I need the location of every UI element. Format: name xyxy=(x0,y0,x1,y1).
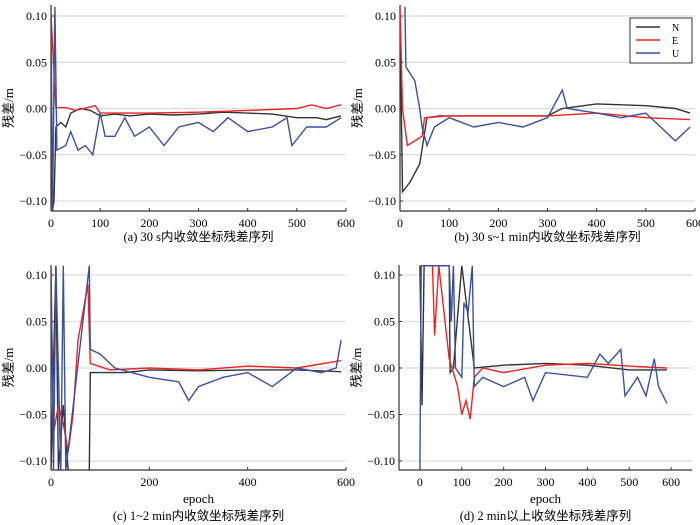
legend: NEU xyxy=(629,17,693,64)
series-line-E xyxy=(400,6,691,147)
subplot-caption: (d) 2 min以上收敛坐标残差序列 xyxy=(460,508,632,523)
subplot-b: −0.10 −0.05 0.00 0.05 0.10 0 100 200 300 400 500 60… xyxy=(350,5,700,244)
y-tick-label: 0.00 xyxy=(26,102,47,116)
y-axis-label: 残差/m xyxy=(350,88,365,128)
legend-label-U: U xyxy=(672,49,680,60)
x-tick-label: 100 xyxy=(453,475,471,489)
y-tick-label: −0.05 xyxy=(367,408,395,422)
x-tick-label: 0 xyxy=(48,475,54,489)
x-tick-label: 500 xyxy=(620,475,638,489)
series-group xyxy=(400,6,691,194)
subplot-caption: (c) 1~2 min内收敛坐标残差序列 xyxy=(113,508,284,523)
y-tick-label: 0.10 xyxy=(375,9,396,23)
x-tick-label: 600 xyxy=(337,475,355,489)
y-tick-label: 0.05 xyxy=(375,55,396,69)
x-tick-label: 600 xyxy=(337,216,355,230)
x-tick-label: 0 xyxy=(417,475,423,489)
x-tick-label: 400 xyxy=(588,216,606,230)
y-tick-label: 0.00 xyxy=(375,102,396,116)
y-tick-label: 0.05 xyxy=(374,315,395,329)
series-line-U xyxy=(51,6,342,211)
x-tick-label: 400 xyxy=(239,475,257,489)
x-tick-label: 100 xyxy=(440,216,458,230)
legend-label-E: E xyxy=(672,36,678,47)
x-tick-label: 300 xyxy=(190,216,208,230)
x-tick-label: 200 xyxy=(140,475,158,489)
series-group xyxy=(51,265,342,470)
y-tick-label: 0.10 xyxy=(374,268,395,282)
y-axis-label: 残差/m xyxy=(1,348,16,388)
legend-label-N: N xyxy=(672,23,679,34)
y-tick-label: −0.10 xyxy=(19,194,47,208)
y-tick-label: −0.05 xyxy=(368,148,396,162)
subplot-caption: (a) 30 s内收敛坐标残差序列 xyxy=(124,229,274,244)
series-line-E xyxy=(431,265,667,420)
series-group xyxy=(419,265,668,470)
series-line-N xyxy=(51,265,342,470)
x-tick-label: 500 xyxy=(637,216,655,230)
series-line-U xyxy=(51,265,342,470)
x-tick-label: 100 xyxy=(91,216,109,230)
y-tick-label: 0.05 xyxy=(26,55,47,69)
x-tick-label: 400 xyxy=(578,475,596,489)
subplot-c: −0.10 −0.05 0.00 0.05 0.10 0 200 400 600 残差/m epoc… xyxy=(1,265,355,523)
subplot-d: −0.10 −0.05 0.00 0.05 0.10 0 100 200 300 400 500 60… xyxy=(349,265,692,523)
subplot-a: −0.10 −0.05 0.00 0.05 0.10 0 100 200 300 400 500 60… xyxy=(1,5,355,244)
x-axis-label: epoch xyxy=(183,491,215,506)
x-tick-label: 0 xyxy=(397,216,403,230)
y-tick-label: 0.10 xyxy=(26,9,47,23)
series-line-E xyxy=(51,274,342,452)
x-tick-label: 500 xyxy=(288,216,306,230)
x-tick-label: 600 xyxy=(662,475,680,489)
y-axis-label: 残差/m xyxy=(349,348,364,388)
series-group xyxy=(51,6,342,211)
y-axis-label: 残差/m xyxy=(1,88,16,128)
y-tick-label: −0.10 xyxy=(368,194,396,208)
x-tick-label: 0 xyxy=(48,216,54,230)
x-tick-label: 600 xyxy=(686,216,700,230)
y-tick-label: 0.10 xyxy=(26,268,47,282)
subplot-caption: (b) 30 s~1 min内收敛坐标残差序列 xyxy=(454,229,640,244)
y-tick-label: −0.10 xyxy=(367,454,395,468)
series-line-U xyxy=(404,6,691,148)
x-tick-label: 200 xyxy=(489,216,507,230)
y-tick-label: −0.05 xyxy=(19,148,47,162)
y-tick-label: 0.00 xyxy=(374,361,395,375)
x-tick-label: 200 xyxy=(495,475,513,489)
x-axis-label: epoch xyxy=(530,491,562,506)
y-tick-label: 0.05 xyxy=(26,315,47,329)
x-tick-label: 400 xyxy=(239,216,257,230)
y-tick-label: −0.10 xyxy=(19,454,47,468)
y-tick-label: −0.05 xyxy=(19,408,47,422)
series-line-U xyxy=(419,265,668,470)
x-tick-label: 200 xyxy=(140,216,158,230)
series-line-N xyxy=(51,80,342,211)
x-tick-label: 300 xyxy=(537,475,555,489)
x-tick-label: 300 xyxy=(539,216,557,230)
series-line-E xyxy=(51,15,342,114)
y-tick-label: 0.00 xyxy=(26,361,47,375)
